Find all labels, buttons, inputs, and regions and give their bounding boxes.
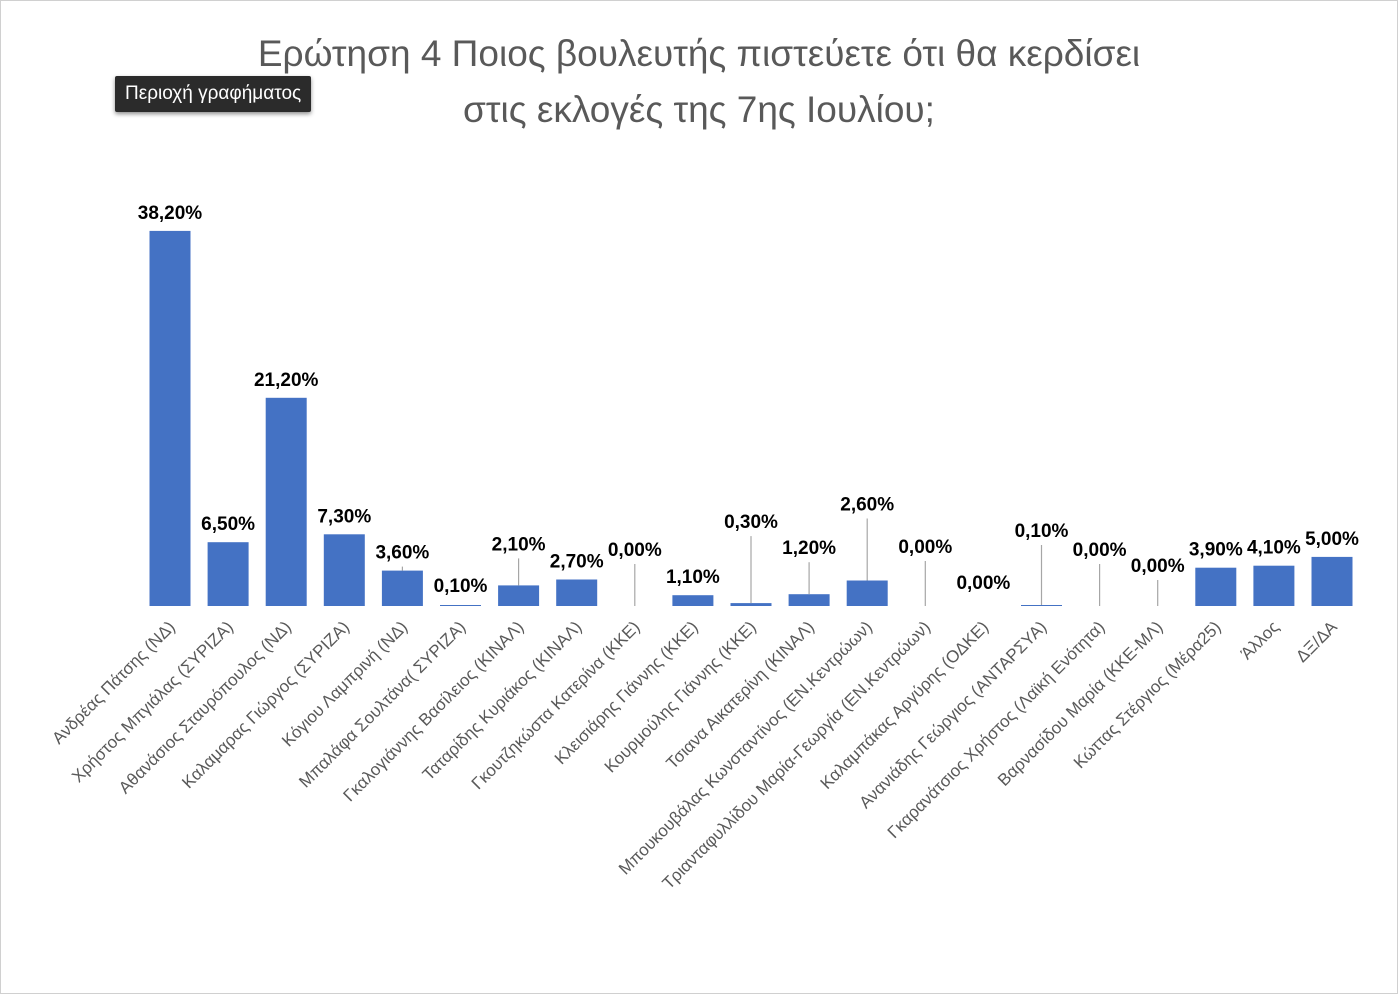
bar[interactable] — [1021, 605, 1062, 606]
data-label: 3,60% — [375, 543, 429, 564]
data-label: 4,10% — [1247, 538, 1301, 559]
data-label: 2,60% — [840, 495, 894, 516]
bar[interactable] — [149, 230, 191, 606]
data-label: 0,00% — [608, 540, 662, 561]
data-label: 0,30% — [724, 512, 778, 533]
data-label: 0,00% — [1131, 556, 1185, 577]
data-label: 7,30% — [317, 506, 371, 527]
data-label: 2,10% — [492, 534, 546, 555]
bar[interactable] — [846, 580, 888, 607]
data-label: 6,50% — [201, 514, 255, 535]
bar[interactable] — [672, 595, 714, 606]
bar[interactable] — [440, 605, 481, 606]
data-label: 1,10% — [666, 567, 720, 588]
chart-title-line-2: στις εκλογές της 7ης Ιουλίου; — [463, 89, 935, 130]
bar[interactable] — [1253, 565, 1295, 606]
data-label: 1,20% — [782, 538, 836, 559]
bar[interactable] — [788, 594, 830, 606]
data-label: 5,00% — [1305, 529, 1359, 550]
category-tick-label: Άλλος — [1237, 617, 1283, 663]
bar[interactable] — [265, 397, 307, 606]
bar[interactable] — [498, 585, 540, 606]
data-label: 21,20% — [254, 370, 319, 391]
data-label: 0,00% — [956, 573, 1010, 594]
bar[interactable] — [1195, 567, 1237, 606]
bar[interactable] — [323, 534, 365, 606]
chart-title-line-1: Ερώτηση 4 Ποιος βουλευτής πιστεύετε ότι … — [257, 33, 1141, 74]
category-tick-label: Τριανταφυλλίδου Μαρία-Γεωργία (ΕΝ.Κεντρώ… — [659, 617, 935, 893]
bar[interactable] — [730, 603, 772, 606]
data-label: 2,70% — [550, 552, 604, 573]
bar[interactable] — [207, 542, 249, 606]
category-tick-label: Γκαρανάτσιος Χρήστος (Λαϊκή Ενότητα) — [884, 617, 1109, 842]
chart-title[interactable]: Ερώτηση 4 Ποιος βουλευτής πιστεύετε ότι … — [0, 26, 1398, 138]
data-label: 0,10% — [434, 576, 488, 597]
data-label: 0,00% — [1073, 540, 1127, 561]
bar[interactable] — [556, 579, 598, 607]
bar[interactable] — [381, 570, 423, 606]
chart-area-tooltip: Περιοχή γραφήματος — [115, 76, 312, 112]
data-label: 0,10% — [1015, 521, 1069, 542]
data-label: 3,90% — [1189, 540, 1243, 561]
category-tick-label: ΔΞ/ΔΑ — [1292, 617, 1341, 666]
data-label: 0,00% — [898, 537, 952, 558]
data-label: 38,20% — [138, 203, 203, 224]
bar[interactable] — [1311, 556, 1353, 606]
